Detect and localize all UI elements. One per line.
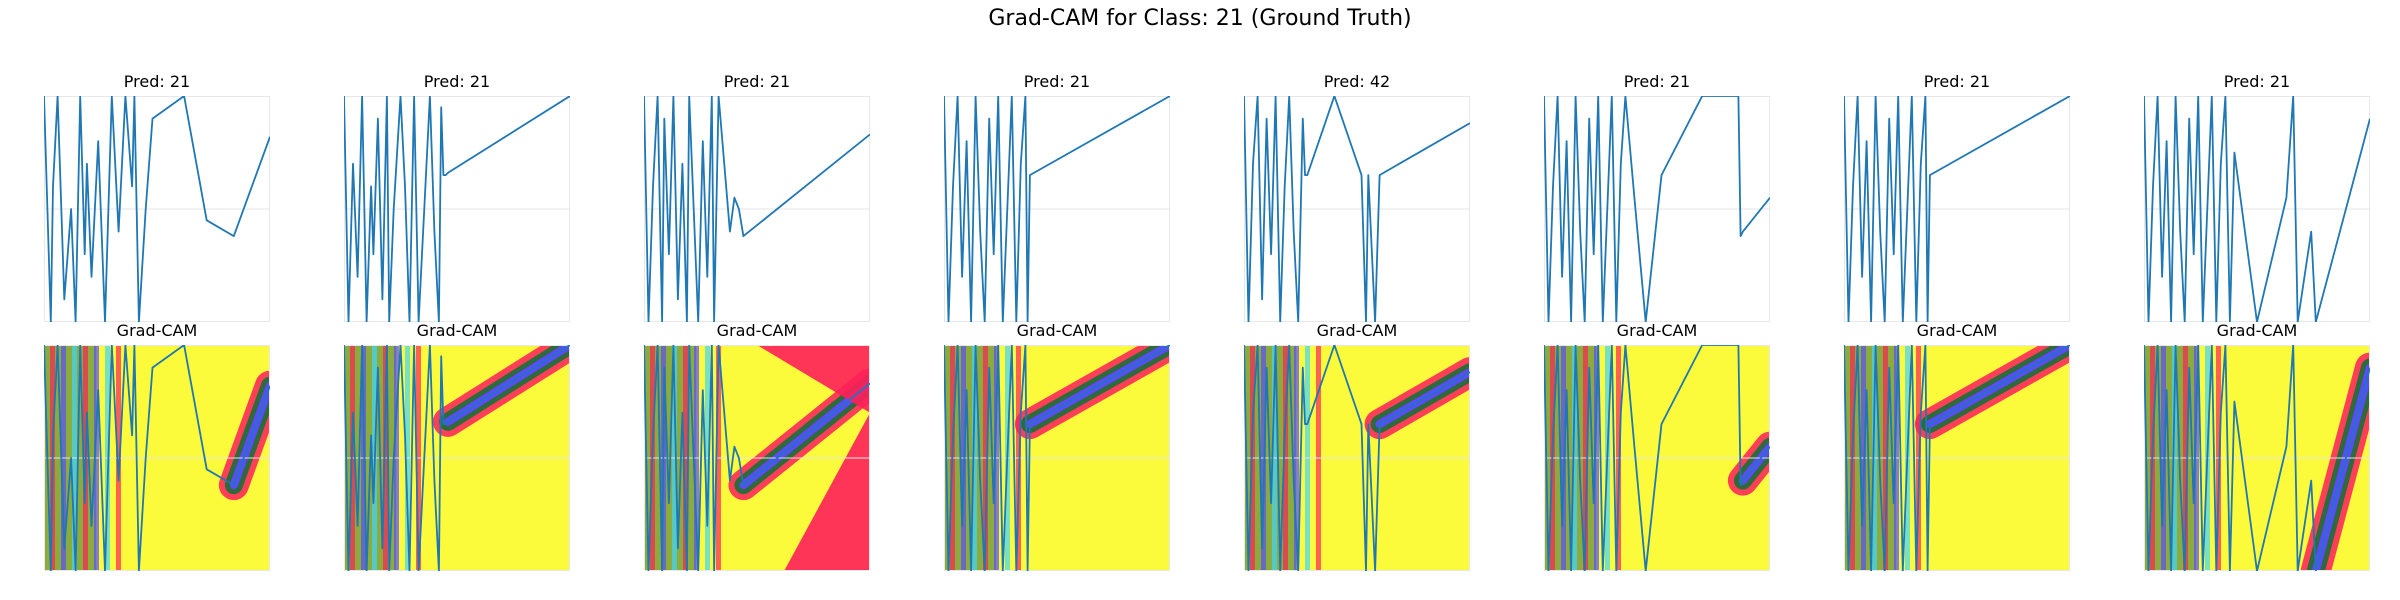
pred-title: Pred: 21: [1023, 72, 1091, 91]
pred-title: Pred: 21: [123, 72, 191, 91]
gradcam-title: Grad-CAM: [716, 321, 798, 340]
gradcam-heatmap: [644, 345, 870, 571]
series-line: [344, 96, 570, 322]
gradcam-heatmap: [1844, 345, 2070, 571]
pred-title: Pred: 21: [723, 72, 791, 91]
series-line: [644, 96, 870, 322]
series-line: [44, 96, 270, 322]
gradcam-title: Grad-CAM: [1016, 321, 1098, 340]
series-plot: [944, 96, 1170, 322]
pred-title: Pred: 21: [1923, 72, 1991, 91]
series-plot: [2144, 96, 2370, 322]
series-line: [1244, 345, 1470, 571]
gradcam-heatmap: [44, 345, 270, 571]
gradcam-heatmap: [344, 345, 570, 571]
pred-title: Pred: 21: [1623, 72, 1691, 91]
figure-title: Grad-CAM for Class: 21 (Ground Truth): [988, 6, 1412, 31]
pred-title: Pred: 42: [1323, 72, 1391, 91]
series-line: [944, 96, 1170, 322]
series-line: [1544, 345, 1770, 571]
series-line: [1244, 96, 1470, 322]
gradcam-title: Grad-CAM: [416, 321, 498, 340]
gradcam-title: Grad-CAM: [116, 321, 198, 340]
series-line: [1544, 96, 1770, 322]
series-plot: [644, 96, 870, 322]
series-plot: [344, 96, 570, 322]
series-line: [644, 345, 870, 571]
series-line: [944, 345, 1170, 571]
series-line: [1844, 96, 2070, 322]
activation-region: [757, 345, 870, 571]
gradcam-heatmap: [1544, 345, 1770, 571]
series-line: [2144, 96, 2370, 322]
series-line: [1844, 345, 2070, 571]
pred-title: Pred: 21: [423, 72, 491, 91]
series-plot: [1844, 96, 2070, 322]
series-line: [44, 345, 270, 571]
pred-title: Pred: 21: [2223, 72, 2291, 91]
gradcam-heatmap: [1244, 345, 1470, 571]
series-plot: [1244, 96, 1470, 322]
gradcam-heatmap: [944, 345, 1170, 571]
gradcam-title: Grad-CAM: [2216, 321, 2298, 340]
series-line: [2144, 345, 2370, 571]
gradcam-title: Grad-CAM: [1616, 321, 1698, 340]
series-line: [344, 345, 570, 571]
gradcam-title: Grad-CAM: [1316, 321, 1398, 340]
gradcam-title: Grad-CAM: [1916, 321, 1998, 340]
series-plot: [1544, 96, 1770, 322]
series-plot: [44, 96, 270, 322]
gradcam-heatmap: [2144, 345, 2370, 571]
